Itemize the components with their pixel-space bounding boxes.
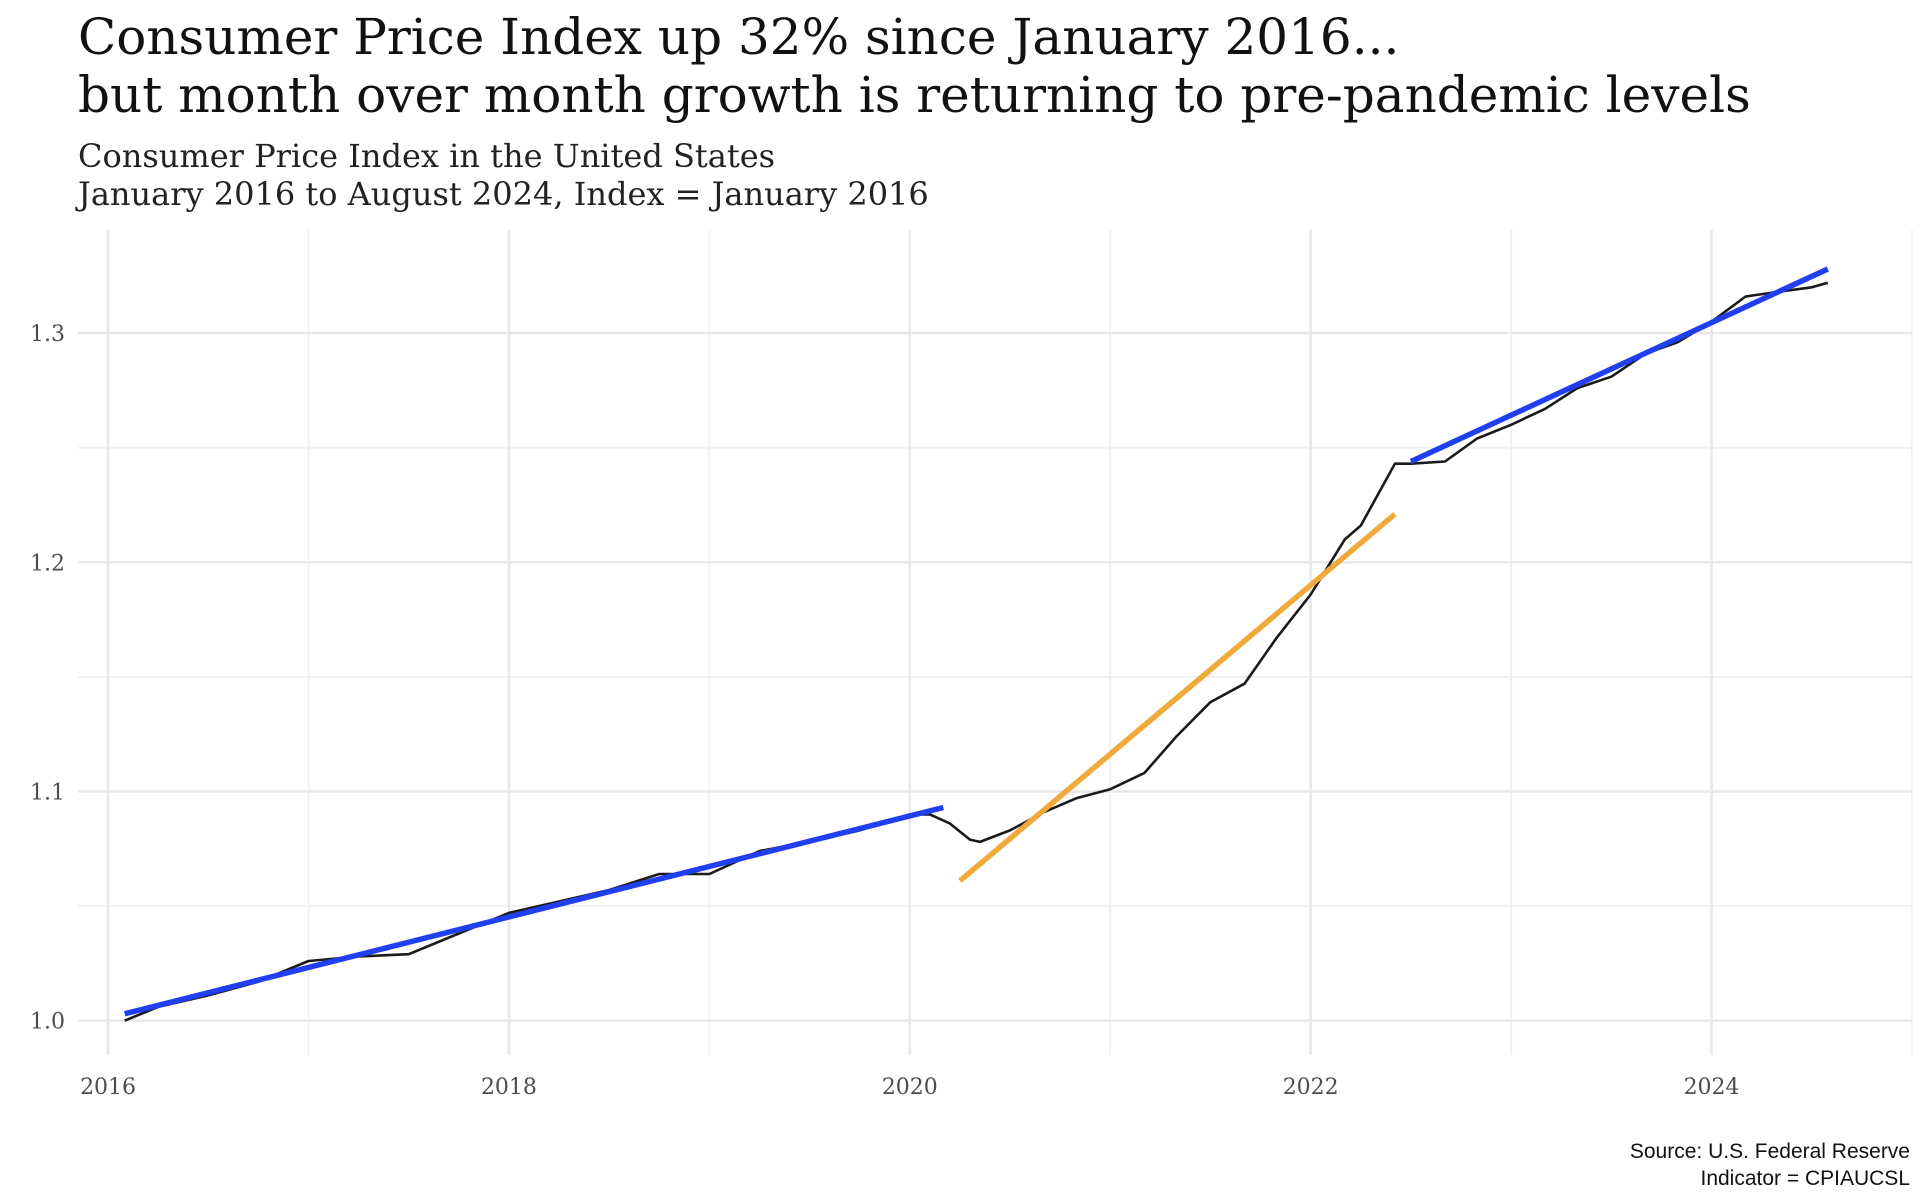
- x-tick-label: 2018: [481, 1075, 537, 1100]
- chart-subtitle-line-1: Consumer Price Index in the United State…: [78, 137, 776, 175]
- indicator-note: Indicator = CPIAUCSL: [1700, 1167, 1910, 1190]
- chart-title-line-1: Consumer Price Index up 32% since Januar…: [78, 8, 1400, 66]
- chart-title-line-2: but month over month growth is returning…: [78, 66, 1751, 124]
- x-tick-label: 2016: [80, 1075, 136, 1100]
- chart-title: Consumer Price Index up 32% since Januar…: [78, 8, 1751, 124]
- trend-line-2: [958, 512, 1397, 883]
- trend-line-3: [1409, 266, 1829, 464]
- x-tick-label: 2022: [1283, 1075, 1339, 1100]
- y-tick-label: 1.2: [30, 551, 65, 576]
- x-tick-label: 2020: [882, 1075, 938, 1100]
- chart-caption: Source: U.S. Federal Reserve Indicator =…: [1630, 1138, 1910, 1192]
- y-tick-label: 1.1: [30, 780, 65, 805]
- chart-subtitle: Consumer Price Index in the United State…: [78, 137, 929, 213]
- chart-subtitle-line-2: January 2016 to August 2024, Index = Jan…: [78, 175, 929, 213]
- y-tick-label: 1.3: [30, 322, 65, 347]
- source-note: Source: U.S. Federal Reserve: [1629, 1140, 1910, 1163]
- cpi-series-line: [124, 281, 1829, 1022]
- x-tick-label: 2024: [1684, 1075, 1740, 1100]
- y-tick-label: 1.0: [30, 1010, 65, 1035]
- trend-line-1: [124, 804, 944, 1017]
